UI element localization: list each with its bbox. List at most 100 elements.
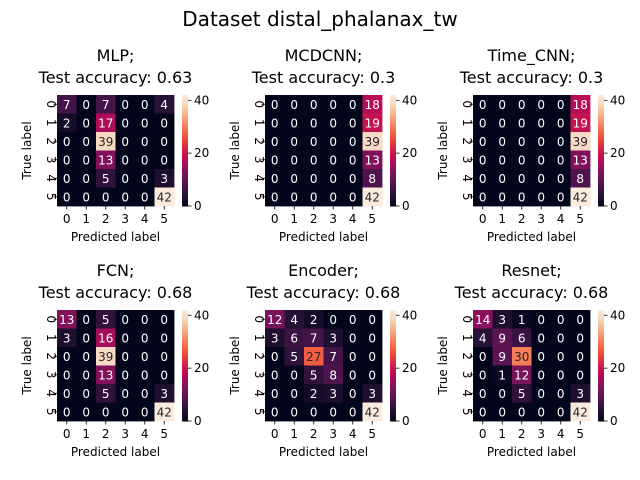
colorbar-segment [390,352,396,355]
colorbar-segment [598,95,604,98]
x-tick-label: 2 [518,212,526,226]
colorbar-segment [390,369,396,372]
colorbar-segment [598,196,604,200]
colorbar-segment [182,128,188,131]
colorbar-segment [390,358,396,361]
cell-value-label: 3 [576,387,584,401]
colorbar-segment [598,176,604,179]
heatmap-cell [531,95,552,114]
colorbar-segment [598,167,604,170]
cell-value-label: 0 [82,405,90,419]
cell-value-label: 0 [498,116,506,130]
heatmap-cell [115,187,136,207]
colorbar-segment [390,191,396,194]
colorbar-segment [390,371,396,374]
x-axis-label: Predicted label [71,230,160,244]
heatmap-cell [154,187,175,207]
cell-value-label: 0 [290,368,298,382]
colorbar-segment [598,313,604,317]
colorbar-segment [390,372,396,376]
panel-title-model: MLP; [97,46,135,65]
y-tick-label: 0 [252,100,266,108]
y-tick-label: 2 [252,352,266,360]
colorbar-segment [390,107,396,111]
x-tick-label: 1 [82,427,90,441]
colorbar-segment [598,317,604,320]
colorbar-segment [182,330,188,333]
colorbar-segment [598,120,604,124]
x-tick-label: 5 [576,427,584,441]
cell-value-label: 27 [306,350,321,364]
colorbar-segment [598,374,604,378]
colorbar-segment [182,98,188,102]
colorbar-segment [390,115,396,118]
heatmap-cell [323,113,344,133]
colorbar-segment [598,204,604,207]
cell-value-label: 0 [518,190,526,204]
x-tick-label: 4 [141,212,149,226]
cell-value-label: 5 [518,387,526,401]
cell-value-label: 0 [557,172,565,186]
colorbar-segment [390,359,396,363]
colorbar-segment [390,113,396,116]
cell-value-label: 0 [498,387,506,401]
colorbar-segment [598,159,604,163]
cell-value-label: 0 [82,153,90,167]
cell-value-label: 0 [271,405,279,419]
cell-value-label: 0 [160,116,168,130]
colorbar-segment [598,345,604,348]
y-tick-label: 5 [460,193,474,201]
colorbar-segment [182,317,188,320]
colorbar-segment [390,187,396,190]
cell-value-label: 0 [498,172,506,186]
colorbar-segment [182,181,188,185]
cell-value-label: 0 [141,190,149,204]
heatmap-cell [76,113,97,133]
cell-value-label: 8 [329,368,337,382]
colorbar-segment [182,384,188,387]
colorbar-segment [182,124,188,127]
cell-value-label: 0 [121,135,129,149]
heatmap-cell [570,384,591,403]
colorbar-segment [390,409,396,413]
colorbar-segment [390,165,396,168]
y-tick-label: 5 [44,408,58,416]
x-tick-label: 4 [349,212,357,226]
colorbar-segment [182,409,188,413]
colorbar-segment [598,174,604,177]
colorbar-segment [390,117,396,120]
heatmap-cell [323,347,344,366]
colorbar-segment [598,334,604,337]
panel-title-accuracy: Test accuracy: 0.3 [251,68,396,87]
y-axis-label: True label [436,336,450,395]
colorbar-segment [598,387,604,391]
heatmap-cell [57,310,77,329]
heatmap-cell [265,113,285,133]
colorbar-segment [390,170,396,174]
y-tick-label: 0 [44,100,58,108]
cell-value-label: 0 [518,405,526,419]
heatmap-cell [135,402,155,422]
colorbar-segment [598,165,604,168]
cell-value-label: 0 [518,153,526,167]
colorbar-segment [390,363,396,366]
cell-value-label: 0 [368,313,376,327]
colorbar-segment [598,148,604,151]
panel-title-model: MCDCNN; [285,46,363,65]
colorbar-tick-label: 40 [402,308,417,322]
heatmap-cell [492,365,513,385]
heatmap-cell [96,310,116,329]
cell-value-label: 0 [518,98,526,112]
cell-value-label: 0 [576,313,584,327]
cell-value-label: 13 [98,153,113,167]
cell-value-label: 42 [157,405,172,419]
colorbar-segment [182,335,188,339]
colorbar-segment [182,200,188,203]
cell-value-label: 0 [576,368,584,382]
heatmap-cell [265,150,285,170]
colorbar-segment [598,321,604,324]
colorbar-segment [182,154,188,157]
colorbar-tick-label: 20 [610,361,625,375]
heatmap-cell [343,402,363,422]
cell-value-label: 14 [475,313,490,327]
